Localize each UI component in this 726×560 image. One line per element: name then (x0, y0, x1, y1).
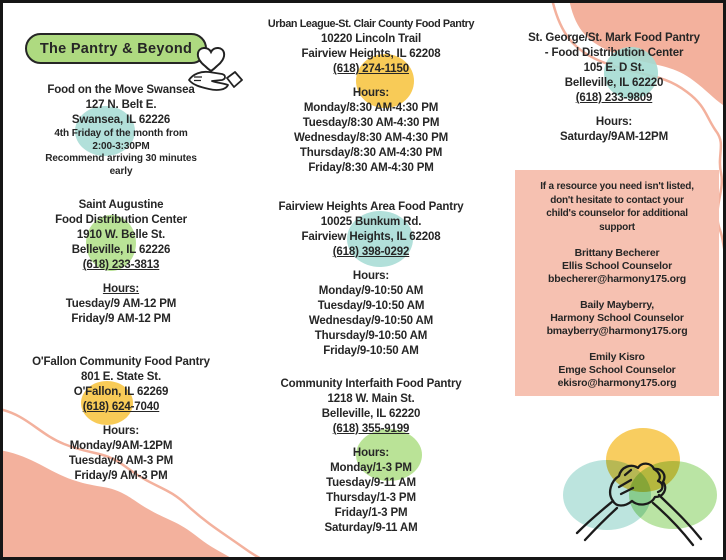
title-badge: The Pantry & Beyond (25, 33, 207, 64)
hours-line: Friday/9 AM-12 PM (71, 313, 171, 325)
pantry-entry-ofallon: O'Fallon Community Food Pantry 801 E. St… (7, 355, 235, 484)
counselor-role: Emge School Counselor (558, 364, 676, 376)
address-line: 10025 Bunkum Rd. (320, 216, 422, 228)
pantry-entry-urban-league: Urban League-St. Clair County Food Pantr… (255, 17, 487, 176)
hours-line: Monday/8:30 AM-4:30 PM (303, 102, 439, 114)
page-title: The Pantry & Beyond (39, 40, 193, 57)
note-message-line: child's counselor for additional (546, 208, 688, 219)
hours-line: Tuesday/9 AM-12 PM (65, 298, 177, 310)
pantry-name-line2: Food Distribution Center (55, 214, 187, 226)
hours-label: Hours: (352, 87, 390, 99)
counselor-note-box: If a resource you need isn't listed, don… (515, 170, 719, 396)
pantry-entry-fairview-heights: Fairview Heights Area Food Pantry 10025 … (255, 200, 487, 359)
pantry-name: Urban League-St. Clair County Food Pantr… (267, 18, 475, 30)
counselor-role: Ellis School Counselor (562, 260, 672, 272)
counselor-role: Harmony School Counselor (550, 312, 684, 324)
phone-link[interactable]: (618) 274-1150 (333, 63, 409, 75)
hours-label: Hours: (352, 447, 390, 459)
hours-line: Tuesday/9-10:50 AM (317, 300, 425, 312)
hand-heart-icon (188, 47, 243, 91)
address-line: 1910 W. Belle St. (76, 229, 166, 241)
hours-label: Hours: (102, 425, 140, 437)
pantry-name: Community Interfaith Food Pantry (280, 378, 462, 390)
pantry-entry-community-interfaith: Community Interfaith Food Pantry 1218 W.… (255, 377, 487, 536)
counselor-email: bmayberry@harmony175.org (546, 325, 688, 337)
address-line: Fairview Heights, IL 62208 (301, 231, 441, 243)
address-line: 1218 W. Main St. (327, 393, 415, 405)
pantry-name: Saint Augustine (78, 199, 164, 211)
hours-line: Friday/9 AM-3 PM (74, 470, 168, 482)
pantry-name: Food on the Move Swansea (47, 84, 195, 96)
hours-line: Wednesday/8:30 AM-4:30 PM (293, 132, 449, 144)
hours-label: Hours: (595, 116, 633, 128)
pantry-entry-saint-augustine: Saint Augustine Food Distribution Center… (7, 198, 235, 327)
schedule-note: early (109, 165, 133, 177)
column-right: St. George/St. Mark Food Pantry - Food D… (501, 31, 723, 145)
pantry-name: O'Fallon Community Food Pantry (32, 356, 210, 368)
hours-label: Hours: (102, 283, 140, 295)
note-message-line: don't hesitate to contact your (550, 194, 684, 206)
address-line: Fairview Heights, IL 62208 (301, 48, 441, 60)
phone-link[interactable]: (618) 233-9809 (575, 92, 653, 104)
hours-line: Friday/1-3 PM (334, 507, 408, 519)
address-line: Swansea, IL 62226 (71, 114, 171, 126)
counselor-block: Brittany Becherer Ellis School Counselor… (515, 247, 719, 286)
address-line: Belleville, IL 62226 (71, 244, 171, 256)
hours-line: Monday/9AM-12PM (69, 440, 173, 452)
note-message-line: If a resource you need isn't listed, (540, 181, 694, 192)
counselor-name: Emily Kisro (589, 351, 645, 363)
address-line: Belleville, IL 62220 (564, 77, 664, 89)
phone-link[interactable]: (618) 398-0292 (332, 246, 410, 258)
pantry-entry-food-on-the-move: Food on the Move Swansea 127 N. Belt E. … (7, 83, 235, 178)
column-middle: Urban League-St. Clair County Food Pantr… (255, 17, 487, 536)
pantry-name: Fairview Heights Area Food Pantry (278, 201, 464, 213)
phone-link[interactable]: (618) 624-7040 (82, 401, 160, 413)
pantry-entry-st-george: St. George/St. Mark Food Pantry - Food D… (501, 31, 723, 145)
address-line: 105 E. D St. (583, 62, 645, 74)
address-line: Belleville, IL 62220 (321, 408, 421, 420)
counselor-name: Baily Mayberry, (580, 299, 654, 311)
counselor-email: bbecherer@harmony175.org (548, 273, 686, 285)
hours-line: Friday/9-10:50 AM (323, 345, 419, 357)
hours-line: Thursday/8:30 AM-4:30 PM (299, 147, 443, 159)
counselor-name: Brittany Becherer (574, 247, 660, 259)
handshake-icon (563, 428, 717, 547)
counselor-email: ekisro@harmony175.org (557, 377, 677, 389)
hours-line: Friday/8:30 AM-4:30 PM (308, 162, 434, 174)
pantry-name: St. George/St. Mark Food Pantry (528, 32, 700, 44)
hours-line: Saturday/9-11 AM (324, 522, 418, 534)
counselor-block: Baily Mayberry, Harmony School Counselor… (515, 299, 719, 338)
hours-line: Tuesday/8:30 AM-4:30 PM (302, 117, 440, 129)
note-message-line: support (599, 221, 635, 233)
address-line: 127 N. Belt E. (85, 99, 157, 111)
hours-line: Saturday/9AM-12PM (559, 131, 668, 143)
hours-line: Thursday/9-10:50 AM (314, 330, 428, 342)
schedule-note: 4th Friday of the month from (54, 128, 188, 139)
address-line: 10220 Lincoln Trail (320, 33, 422, 45)
column-left: Food on the Move Swansea 127 N. Belt E. … (7, 83, 235, 484)
phone-link[interactable]: (618) 355-9199 (332, 423, 410, 435)
schedule-note: 2:00-3:30PM (92, 140, 150, 152)
phone-link[interactable]: (618) 233-3813 (82, 259, 160, 271)
hours-line: Tuesday/9-11 AM (326, 477, 416, 489)
counselor-block: Emily Kisro Emge School Counselor ekisro… (515, 351, 719, 390)
hours-line: Monday/9-10:50 AM (318, 285, 424, 297)
hours-line: Wednesday/9-10:50 AM (308, 315, 434, 327)
hours-line: Thursday/1-3 PM (326, 492, 416, 504)
address-line: O'Fallon, IL 62269 (73, 386, 169, 398)
hours-line: Tuesday/9 AM-3 PM (68, 455, 174, 467)
hours-label: Hours: (352, 270, 390, 282)
hours-line: Monday/1-3 PM (330, 462, 412, 474)
schedule-note: Recommend arriving 30 minutes (45, 153, 197, 164)
address-line: 801 E. State St. (80, 371, 162, 383)
pantry-name-line2: - Food Distribution Center (544, 47, 684, 59)
